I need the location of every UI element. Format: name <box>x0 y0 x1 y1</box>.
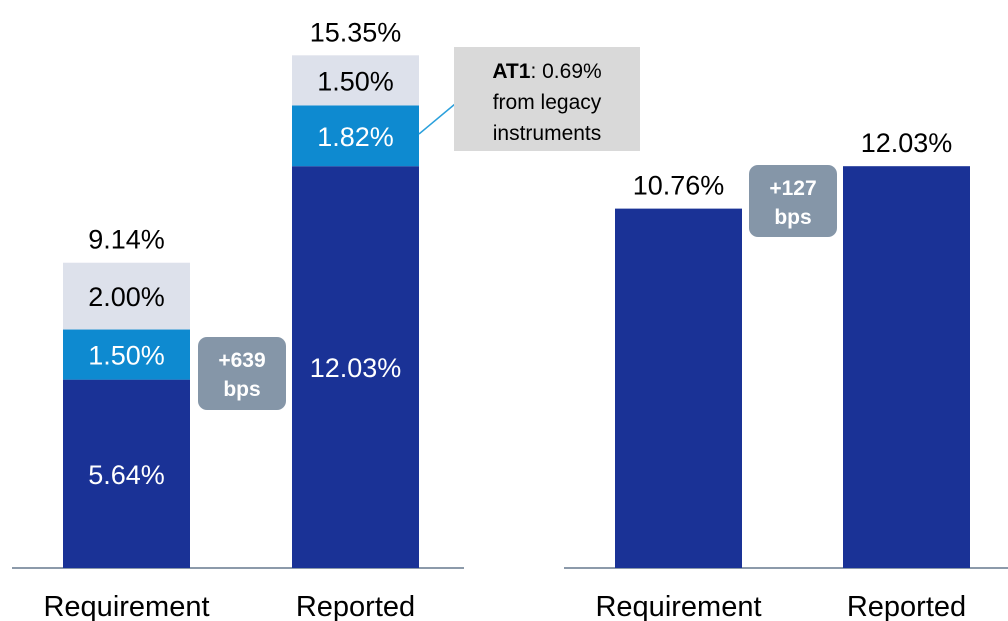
badge-value: +639 <box>218 349 265 372</box>
data-label: 10.76% <box>633 171 725 201</box>
bar-segment <box>63 262 190 330</box>
category-label: Reported <box>296 591 415 621</box>
data-label: 12.03% <box>861 128 953 158</box>
callout-rest: : 0.69% <box>530 60 601 83</box>
bar-segment <box>292 55 419 106</box>
category-label: Reported <box>847 591 966 621</box>
simple-bar-chart: 10.76% Requirement 12.03% Reported +127 bps <box>564 128 1008 621</box>
bar-segment <box>63 329 190 380</box>
callout-leader-line <box>418 103 456 135</box>
badge-value: +127 <box>769 177 816 200</box>
bar-segment <box>292 166 419 568</box>
bar <box>843 166 970 568</box>
data-label: 12.03% <box>310 353 402 383</box>
callout-bold: AT1 <box>492 60 530 83</box>
at1-callout: AT1: 0.69% from legacy instruments <box>418 47 640 151</box>
data-label: 2.00% <box>88 282 165 312</box>
total-label: 15.35% <box>310 17 402 47</box>
bps-badge: +127 bps <box>749 165 837 237</box>
data-label: 1.82% <box>317 122 394 152</box>
badge-background <box>198 337 286 410</box>
bps-badge: +639 bps <box>198 337 286 410</box>
callout-line-3: instruments <box>493 122 602 145</box>
callout-line-2: from legacy <box>493 91 602 114</box>
data-label: 1.50% <box>88 341 165 371</box>
callout-line-1: AT1: 0.69% <box>492 60 601 83</box>
bar-segment <box>292 105 419 167</box>
bar-segment <box>63 379 190 568</box>
bar <box>615 208 742 568</box>
badge-background <box>749 165 837 237</box>
data-label: 5.64% <box>88 460 165 490</box>
stacked-bar-chart: 5.64% 1.50% 2.00% 9.14% Requirement 12.03% 1.8… <box>12 17 640 621</box>
category-label: Requirement <box>595 591 761 621</box>
data-label: 1.50% <box>317 66 394 96</box>
category-label: Requirement <box>43 591 209 621</box>
callout-box <box>454 47 640 151</box>
badge-unit: bps <box>223 378 260 401</box>
total-label: 9.14% <box>88 225 165 255</box>
badge-unit: bps <box>774 206 811 229</box>
